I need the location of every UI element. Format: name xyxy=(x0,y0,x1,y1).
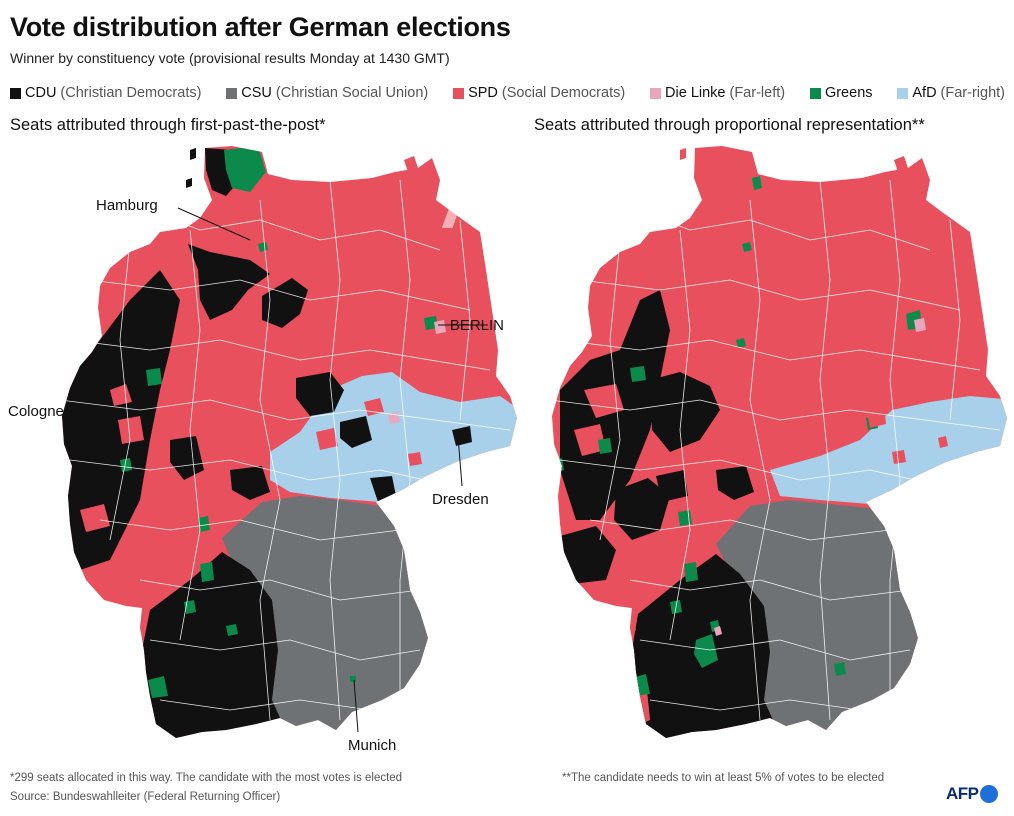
leader-dresden xyxy=(457,435,463,487)
legend-label-spd: SPD xyxy=(468,85,498,101)
legend-note-csu: (Christian Social Union) xyxy=(275,85,429,101)
legend-note-linke: (Far-left) xyxy=(729,85,786,101)
legend-item-cdu: CDU (Christian Democrats) xyxy=(10,85,201,101)
footnote-right: **The candidate needs to win at least 5%… xyxy=(562,772,885,784)
legend-item-greens: Greens xyxy=(809,85,873,101)
leader-hamburg xyxy=(177,207,251,241)
legend-swatch-spd xyxy=(453,87,465,99)
afp-logo-dot-icon xyxy=(979,785,998,803)
afp-logo: AFP xyxy=(946,784,998,804)
afp-logo-text: AFP xyxy=(946,784,979,803)
legend-swatch-csu xyxy=(226,87,238,99)
city-label-munich: Munich xyxy=(348,737,396,754)
map-proportional-representation xyxy=(552,146,1007,738)
legend-item-afd: AfD (Far-right) xyxy=(897,85,1005,101)
legend-item-spd: SPD (Social Democrats) xyxy=(453,85,625,101)
source-note: Source: Bundeswahlleiter (Federal Return… xyxy=(10,791,281,803)
legend-note-afd: (Far-right) xyxy=(940,85,1005,101)
right-map-title: Seats attributed through proportional re… xyxy=(534,116,925,134)
legend-note-spd: (Social Democrats) xyxy=(501,85,626,101)
legend-note-cdu: (Christian Democrats) xyxy=(60,85,202,101)
legend: CDU (Christian Democrats) CSU (Christian… xyxy=(10,85,1005,101)
page-subtitle: Winner by constituency vote (provisional… xyxy=(10,50,450,66)
legend-label-linke: Die Linke xyxy=(665,85,726,101)
city-label-hamburg: Hamburg xyxy=(96,197,158,214)
legend-swatch-cdu xyxy=(10,87,21,99)
legend-label-afd: AfD xyxy=(912,85,937,101)
legend-swatch-greens xyxy=(809,87,821,99)
legend-swatch-linke xyxy=(650,87,662,99)
legend-label-cdu: CDU xyxy=(25,85,57,101)
legend-label-greens: Greens xyxy=(824,85,873,101)
page-title: Vote distribution after German elections xyxy=(10,12,511,42)
leader-munich xyxy=(353,679,359,733)
city-label-cologne: Cologne xyxy=(8,403,64,420)
map-first-past-the-post: Hamburg BERLIN Cologne Dresden Munich xyxy=(8,146,517,754)
leader-cologne xyxy=(69,419,113,451)
legend-item-linke: Die Linke (Far-left) xyxy=(650,85,785,101)
left-map-title: Seats attributed through first-past-the-… xyxy=(10,116,326,134)
footnote-left: *299 seats allocated in this way. The ca… xyxy=(10,772,403,784)
city-label-dresden: Dresden xyxy=(432,491,489,508)
legend-swatch-afd xyxy=(897,87,909,99)
afp-watermark: AFP xyxy=(440,161,582,244)
legend-label-csu: CSU xyxy=(241,85,272,101)
legend-item-csu: CSU (Christian Social Union) xyxy=(226,85,428,101)
